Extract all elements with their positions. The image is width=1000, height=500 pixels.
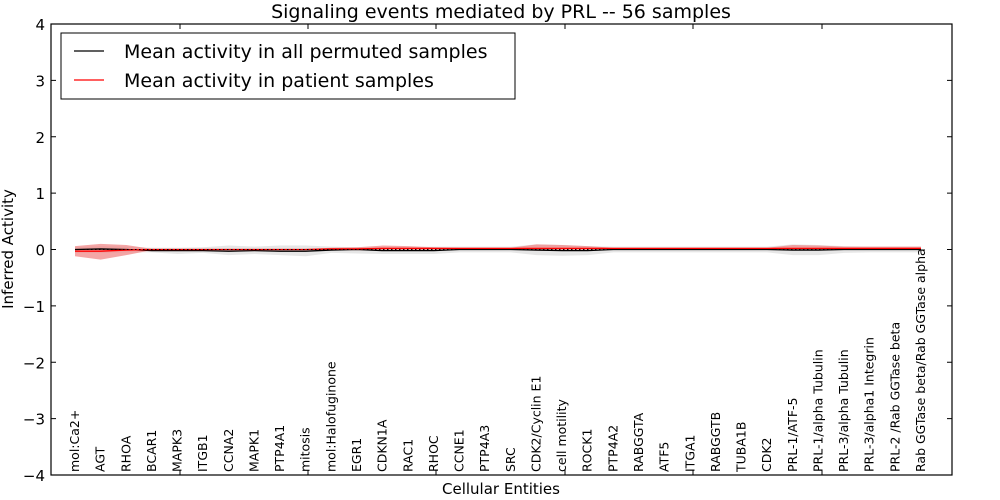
category-label: ROCK1 [580, 429, 595, 472]
y-tick-label: 1 [35, 185, 45, 203]
legend-box [60, 32, 516, 100]
legend-label-patient: Mean activity in patient samples [124, 70, 434, 92]
y-tick-label: 0 [35, 242, 45, 260]
category-label: TUBA1B [734, 422, 749, 473]
y-ticks: 4 3 2 1 0 −1 −2 −3 −4 [23, 16, 952, 485]
y-tick-label: −4 [23, 467, 45, 485]
legend-label-permuted: Mean activity in all permuted samples [124, 41, 487, 63]
category-label: mol:Ca2+ [67, 410, 82, 472]
series-lines [74, 247, 921, 252]
category-label: ATF5 [657, 442, 672, 472]
category-label: cell motility [554, 398, 569, 472]
category-label: Rab GGTase beta/Rab GGTase alpha [913, 248, 928, 472]
category-label: PRL-1/ATF-5 [785, 397, 800, 472]
category-label: ITGA1 [682, 434, 697, 472]
y-axis-label: Inferred Activity [0, 189, 17, 309]
category-label: CCNA2 [221, 429, 236, 472]
category-label: mitosis [298, 427, 313, 472]
legend: Mean activity in all permuted samples Me… [60, 32, 516, 100]
category-label: EGR1 [349, 438, 364, 472]
y-tick-label: 3 [35, 72, 45, 90]
y-tick-label: 2 [35, 129, 45, 147]
category-label: MAPK3 [170, 429, 185, 472]
category-label: AGT [93, 446, 108, 472]
category-label: mol:Halofuginone [323, 361, 338, 472]
category-label: CDK2/Cyclin E1 [528, 376, 543, 472]
y-tick-label: −1 [23, 298, 45, 316]
category-label: RHOA [118, 435, 133, 472]
category-label: RHOC [426, 435, 441, 472]
y-tick-label: −2 [23, 354, 45, 372]
chart-title: Signaling events mediated by PRL -- 56 s… [271, 1, 731, 23]
category-label: PRL-2 /Rab GGTase beta [887, 322, 902, 472]
category-label: CDK2 [759, 437, 774, 472]
y-tick-label: −3 [23, 411, 45, 429]
category-label: PRL-1/alpha Tubulin [810, 349, 825, 472]
category-label: PTP4A2 [605, 425, 620, 472]
category-label: BCAR1 [144, 430, 159, 472]
category-label: CDKN1A [375, 419, 390, 472]
category-label: ITGB1 [195, 434, 210, 472]
x-axis-label: Cellular Entities [442, 480, 560, 498]
category-label: PRL-3/alpha Tubulin [836, 349, 851, 472]
category-label: PRL-3/alpha1 Integrin [862, 337, 877, 472]
category-label: SRC [503, 447, 518, 472]
band-permuted [75, 244, 921, 257]
category-label: PTP4A1 [272, 425, 287, 472]
category-label: CCNE1 [452, 429, 467, 472]
category-label: RABGGTA [631, 412, 646, 472]
category-label: RABGGTB [708, 412, 723, 472]
category-label: RAC1 [400, 439, 415, 472]
x-ticks [179, 24, 823, 475]
y-tick-label: 4 [35, 16, 45, 34]
bands [75, 243, 921, 260]
category-labels: mol:Ca2+ AGT RHOA BCAR1 MAPK3 ITGB1 CCNA2 MAPK1… [67, 248, 928, 473]
category-label: PTP4A3 [477, 425, 492, 472]
category-label: MAPK1 [246, 429, 261, 472]
